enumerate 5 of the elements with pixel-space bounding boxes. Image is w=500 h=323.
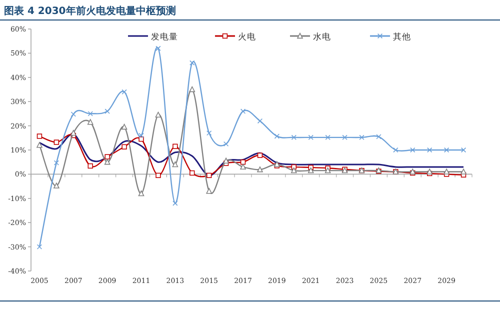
chart-title: 图表 4 2030年前火电发电量中枢预测: [4, 5, 176, 17]
legend-label: 其他: [393, 32, 411, 42]
legend-label: 水电: [313, 32, 331, 42]
legend-label: 火电: [238, 32, 256, 42]
legend-label: 发电量: [151, 32, 178, 42]
